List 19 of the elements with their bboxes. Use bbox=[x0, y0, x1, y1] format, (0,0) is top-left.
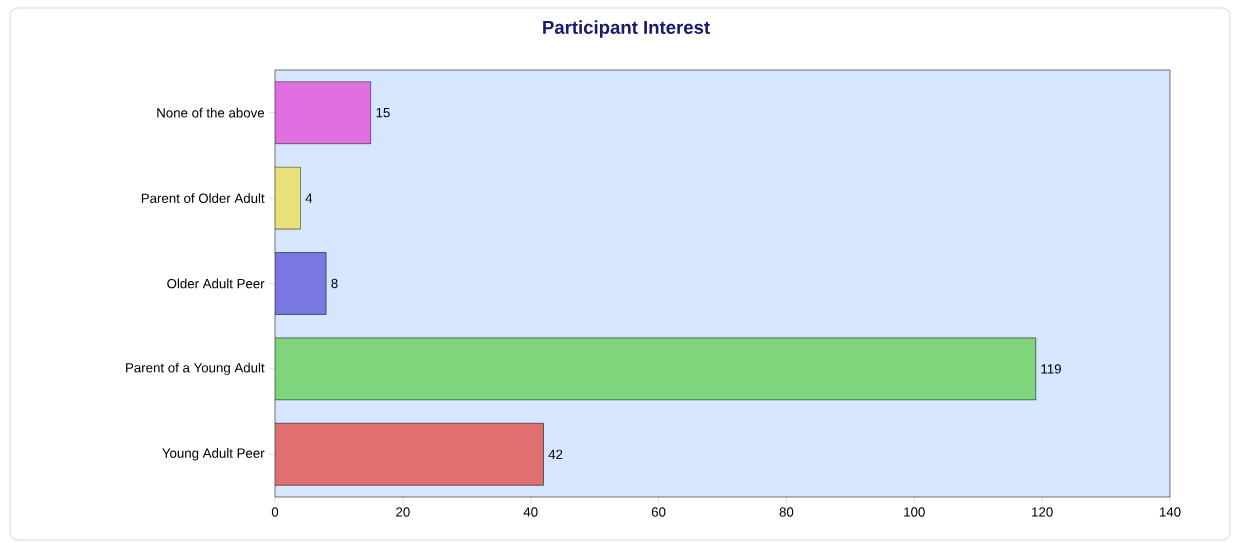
data-label: 119 bbox=[1041, 364, 1061, 374]
data-label: 15 bbox=[376, 108, 390, 118]
y-tick-label: Older Adult Peer bbox=[167, 278, 265, 289]
x-tick-label: 40 bbox=[523, 507, 538, 517]
y-tick-label: Parent of a Young Adult bbox=[126, 362, 265, 376]
data-label: 4 bbox=[305, 193, 313, 203]
x-tick-label: 20 bbox=[396, 507, 410, 517]
x-tick-label: 0 bbox=[271, 507, 279, 517]
x-tick-label: 120 bbox=[1032, 507, 1053, 517]
x-tick-label: 80 bbox=[779, 507, 794, 517]
y-tick-label: None of the above bbox=[157, 107, 265, 118]
x-tick-label: 60 bbox=[651, 507, 666, 517]
x-tick-label: 140 bbox=[1159, 507, 1181, 517]
chart-title: Participant Interest bbox=[543, 20, 710, 38]
y-tick-label: Young Adult Peer bbox=[162, 448, 265, 461]
y-tick-label: Parent of Older Adult bbox=[141, 193, 265, 203]
data-label: 42 bbox=[548, 449, 563, 459]
x-tick-label: 100 bbox=[904, 507, 925, 517]
data-label: 8 bbox=[331, 278, 338, 289]
